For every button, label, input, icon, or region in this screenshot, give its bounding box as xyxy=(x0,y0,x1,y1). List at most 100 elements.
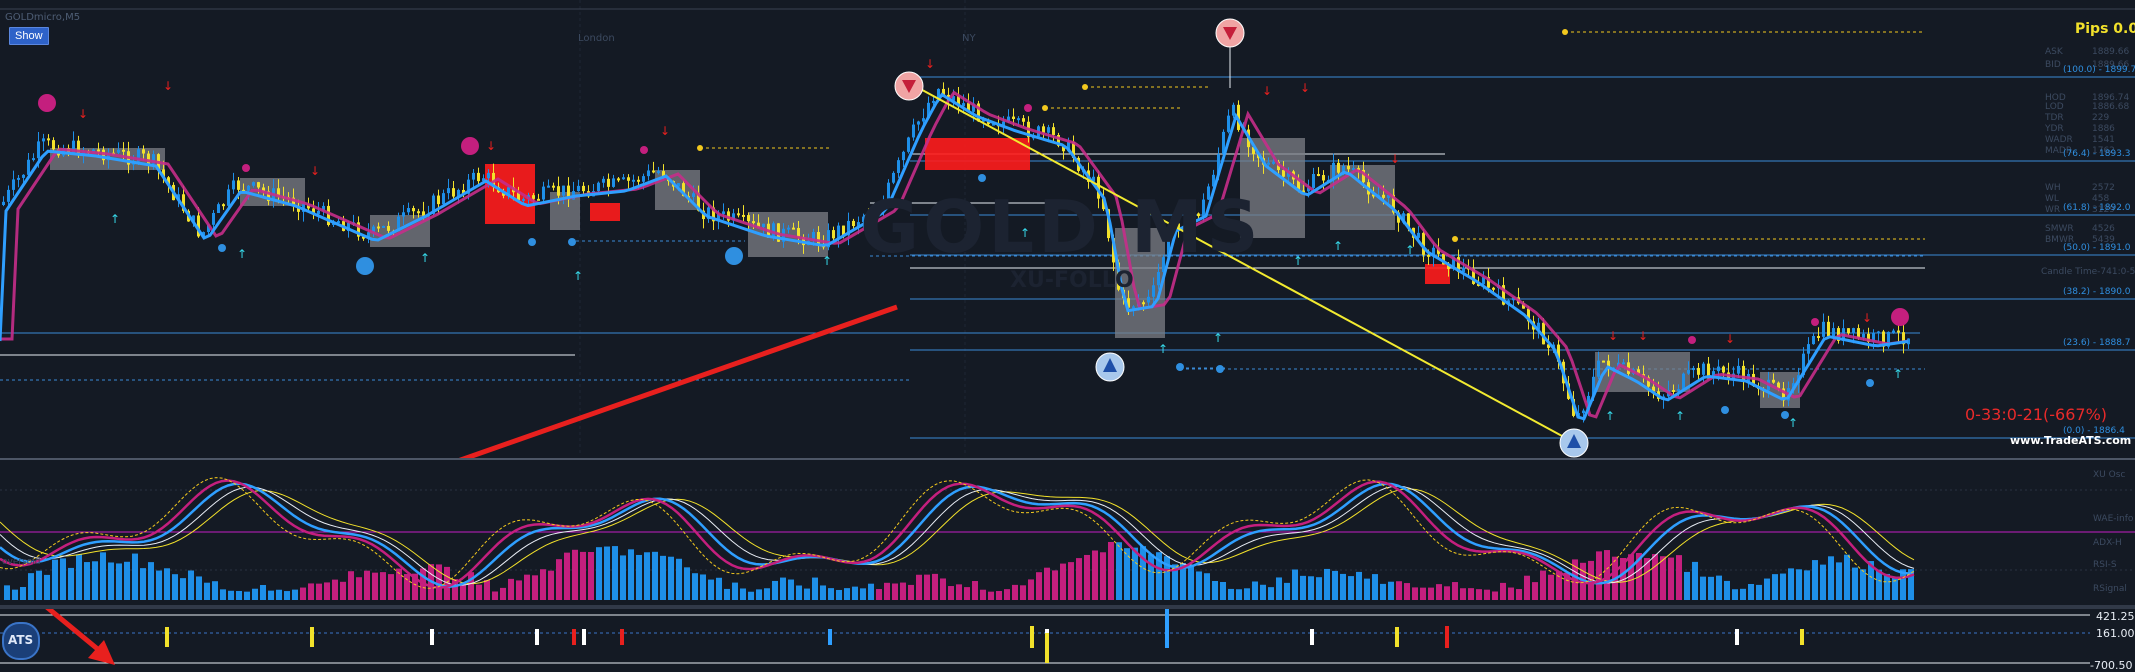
candle-body xyxy=(1267,162,1270,165)
candle-body xyxy=(422,211,425,216)
buy-arrow-icon: ↑ xyxy=(420,251,430,265)
candle-body xyxy=(147,153,150,164)
candle-body xyxy=(357,222,360,237)
histogram-bar xyxy=(1108,541,1114,600)
histogram-bar xyxy=(84,562,90,600)
histogram-bar xyxy=(1012,584,1018,600)
fib-level-label: (100.0) - 1899.76 xyxy=(2063,65,2135,75)
histogram-bar xyxy=(1356,571,1362,600)
fib-level-label: (76.4) - 1893.3 xyxy=(2063,149,2131,159)
candle-body xyxy=(617,178,620,181)
histogram-bar xyxy=(948,586,954,600)
histogram-bar xyxy=(1516,589,1522,600)
candle-body xyxy=(967,103,970,112)
candle-body xyxy=(162,169,165,178)
signal-canvas[interactable] xyxy=(0,609,2135,672)
oscillator-pane[interactable]: oversold XU Osc WAE-info ADX-H RSI-S RSignal xyxy=(0,460,2135,605)
info-row-value: 1896.74 xyxy=(2092,93,2130,103)
histogram-bar xyxy=(12,589,18,600)
histogram-bar xyxy=(132,553,138,600)
candle-body xyxy=(1682,373,1685,390)
ats-logo: ATS xyxy=(2,622,40,660)
histogram-bar xyxy=(1892,576,1898,600)
trend-line xyxy=(912,84,1576,444)
price-chart-pane[interactable]: ↓ ↓ ↓ ↓ ↓ ↓ ↓ ↓ ↓ ↓ ↓ ↓ ↓ ↑ ↑ ↑ ↑ ↑ ↑ ↑ ↑ ↑ ↑ ↑ ↑ ↑ ↑ ↑ GOLDmicro,M… xyxy=(0,0,2135,458)
histogram-bar xyxy=(1180,563,1186,600)
candle-body xyxy=(547,185,550,188)
histogram-bar xyxy=(1700,576,1706,600)
histogram-bar xyxy=(1676,555,1682,600)
histogram-bar xyxy=(28,573,34,600)
pane-separator[interactable] xyxy=(0,458,2135,460)
candle-body xyxy=(852,220,855,227)
candle-body xyxy=(907,137,910,152)
candle-body xyxy=(1512,297,1515,301)
candle-body xyxy=(262,187,265,192)
candle-body xyxy=(1062,145,1065,152)
annotation-arrow-line xyxy=(458,304,898,458)
histogram-bar xyxy=(1124,548,1130,600)
candle-body xyxy=(957,96,960,107)
histogram-bar xyxy=(1484,589,1490,600)
candle-body xyxy=(1832,328,1835,337)
histogram-bar xyxy=(1212,580,1218,600)
histogram-bar xyxy=(196,576,202,600)
signal-scale-bottom: -700.50 xyxy=(2090,659,2133,672)
signal-pane[interactable]: ATS 421.25 161.00 -700.50 xyxy=(0,609,2135,672)
candle-body xyxy=(1822,321,1825,337)
histogram-bar xyxy=(1244,588,1250,600)
buy-signal-icon xyxy=(1567,434,1581,448)
info-row-label: WADR xyxy=(2045,135,2073,145)
histogram-bar xyxy=(68,567,74,600)
session-label-london: London xyxy=(578,33,615,44)
histogram-bar xyxy=(652,551,658,600)
candle-body xyxy=(1387,194,1390,198)
candle-body xyxy=(627,177,630,181)
candle-body xyxy=(952,96,955,101)
candle-body xyxy=(1892,330,1895,333)
candle-body xyxy=(292,197,295,207)
histogram-bar xyxy=(1196,571,1202,600)
candle-body xyxy=(1557,344,1560,362)
price-chart-canvas[interactable]: ↓ ↓ ↓ ↓ ↓ ↓ ↓ ↓ ↓ ↓ ↓ ↓ ↓ ↑ ↑ ↑ ↑ ↑ ↑ ↑ ↑ ↑ ↑ ↑ ↑ ↑ ↑ ↑ xyxy=(0,0,2135,458)
oscillator-canvas[interactable] xyxy=(0,460,2135,605)
candle-body xyxy=(1457,257,1460,273)
info-row-label: TDR xyxy=(2045,113,2064,123)
histogram-bar xyxy=(1644,558,1650,600)
histogram-bar xyxy=(372,572,378,600)
pivot-high-dot xyxy=(640,146,648,154)
candle-body xyxy=(1297,179,1300,191)
candle-body xyxy=(1322,175,1325,181)
pane-separator-2[interactable] xyxy=(0,605,2135,609)
histogram-bar xyxy=(1412,587,1418,600)
pivot-high-dot xyxy=(1811,318,1819,326)
candle-body xyxy=(847,220,850,236)
show-button[interactable]: Show xyxy=(9,27,49,45)
level-marker-dot xyxy=(568,238,576,246)
sell-arrow-icon: ↓ xyxy=(1300,81,1310,95)
histogram-bar xyxy=(1308,576,1314,600)
histogram-bar xyxy=(884,582,890,600)
info-row-label: YDR xyxy=(2045,124,2064,134)
candle-body xyxy=(1502,285,1505,305)
histogram-bar xyxy=(380,572,386,600)
signal-marker xyxy=(165,627,169,647)
histogram-bar xyxy=(860,588,866,600)
histogram-bar xyxy=(1820,564,1826,600)
oscillator-line xyxy=(0,482,1914,588)
candle-body xyxy=(827,230,830,248)
candle-body xyxy=(742,214,745,217)
candle-body xyxy=(1107,209,1110,239)
candle-body xyxy=(1707,363,1710,379)
signal-marker xyxy=(535,629,539,645)
candle-body xyxy=(217,204,220,214)
buy-arrow-icon: ↑ xyxy=(1293,254,1303,268)
candle-body xyxy=(792,227,795,230)
histogram-bar xyxy=(1460,588,1466,600)
candle-body xyxy=(557,186,560,196)
fib-level-label: (23.6) - 1888.7 xyxy=(2063,338,2131,348)
candle-body xyxy=(277,188,280,197)
candle-body xyxy=(297,206,300,212)
buy-arrow-icon: ↑ xyxy=(1405,243,1415,257)
candle-body xyxy=(122,149,125,152)
